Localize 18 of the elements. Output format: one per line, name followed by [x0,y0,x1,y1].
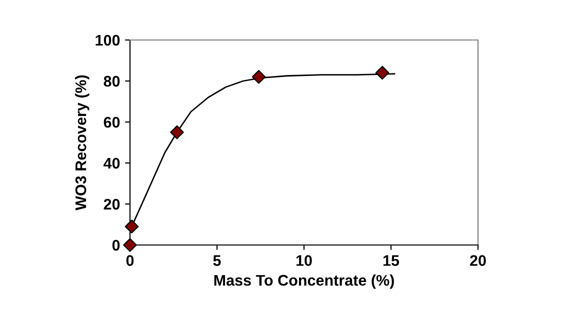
y-tick-label: 0 [112,240,120,251]
y-tick-label: 40 [104,158,120,169]
point [123,238,137,252]
point [124,220,139,234]
x-tick-label: 0 [126,255,134,266]
point [252,70,266,84]
point [170,125,184,140]
x-tick-label: 20 [470,255,486,266]
x-tick-label: 10 [296,255,312,266]
y-tick-label: 80 [104,76,120,87]
x-tick-label: 5 [213,255,221,266]
y-tick-label: 20 [104,198,120,210]
y-tick-label: 100 [96,34,120,46]
point [375,66,390,80]
x-axis-title: Mass To Concentrate (%) [214,274,394,289]
x-tick-label: 15 [383,255,400,266]
y-tick-label: 60 [104,116,120,128]
y-axis-title: WO3 Recovery (%) [74,75,90,210]
